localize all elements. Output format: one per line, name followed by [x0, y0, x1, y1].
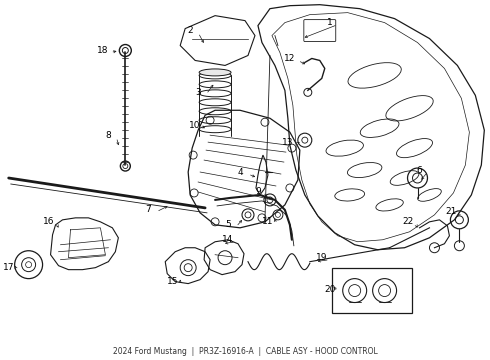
Text: 22: 22: [402, 217, 413, 226]
Text: 5: 5: [225, 220, 231, 229]
Text: 19: 19: [316, 253, 327, 262]
Text: 1: 1: [327, 18, 333, 27]
Text: 16: 16: [43, 217, 54, 226]
Text: 13: 13: [282, 138, 294, 147]
Circle shape: [120, 45, 131, 57]
Text: 14: 14: [222, 235, 234, 244]
Text: 17: 17: [3, 263, 14, 272]
Text: 15: 15: [167, 277, 178, 286]
Text: 21: 21: [446, 207, 457, 216]
Text: 9: 9: [255, 188, 261, 197]
Text: 3: 3: [195, 88, 201, 97]
Text: 2024 Ford Mustang  |  PR3Z-16916-A  |  CABLE ASY - HOOD CONTROL: 2024 Ford Mustang | PR3Z-16916-A | CABLE…: [113, 347, 377, 356]
Text: 4: 4: [237, 167, 243, 176]
Text: 6: 6: [416, 166, 422, 175]
Text: 8: 8: [105, 131, 111, 140]
Ellipse shape: [199, 69, 231, 76]
Text: 18: 18: [97, 46, 108, 55]
Text: 20: 20: [324, 285, 336, 294]
Text: 2: 2: [187, 26, 193, 35]
Text: 7: 7: [146, 206, 151, 215]
Text: 11: 11: [262, 217, 274, 226]
Circle shape: [121, 161, 130, 171]
Text: 10: 10: [190, 121, 201, 130]
Text: 12: 12: [284, 54, 295, 63]
